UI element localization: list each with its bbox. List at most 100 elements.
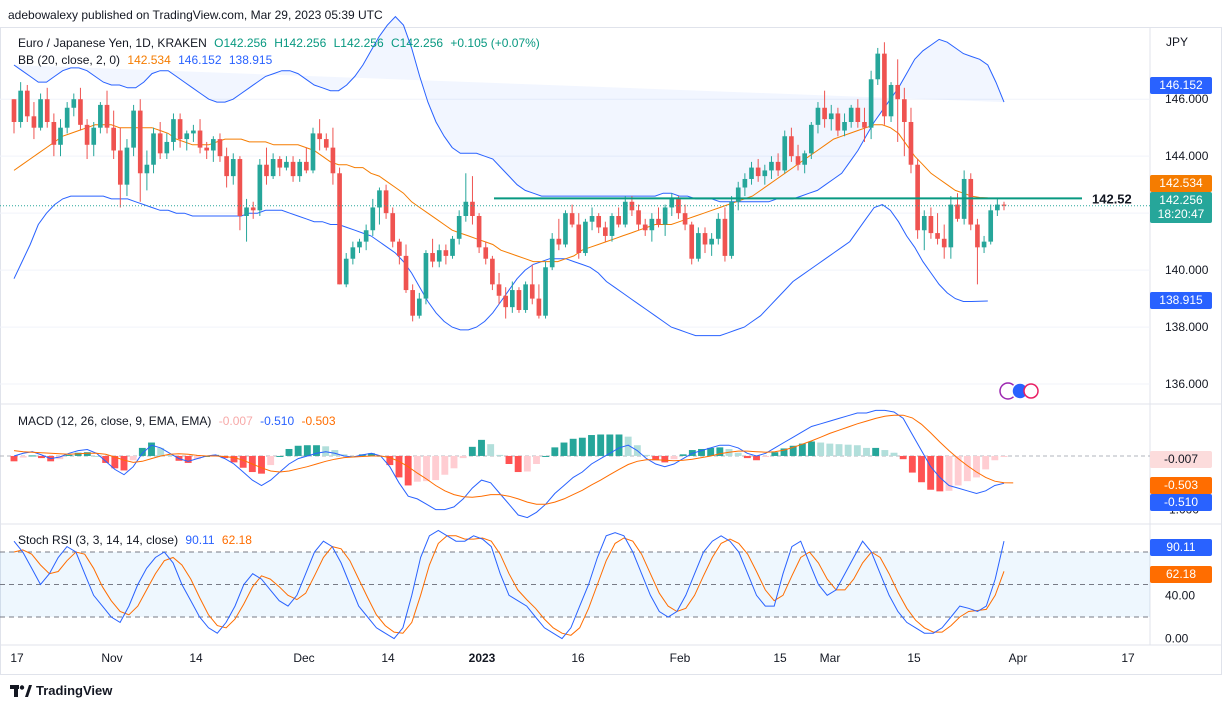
candle-body[interactable] — [975, 224, 980, 248]
candle-body[interactable] — [98, 104, 103, 128]
candle-body[interactable] — [31, 116, 37, 128]
candle-body[interactable] — [470, 201, 475, 216]
candle-body[interactable] — [290, 161, 296, 177]
candle-body[interactable] — [509, 290, 515, 308]
candle-body[interactable] — [782, 136, 788, 171]
macd-histogram-bar[interactable] — [10, 455, 18, 462]
macd-line[interactable] — [13, 409, 1005, 519]
macd-histogram-bar[interactable] — [386, 455, 394, 466]
candle-body[interactable] — [948, 204, 954, 248]
candle-body[interactable] — [715, 218, 721, 239]
macd-histogram-bar[interactable] — [450, 455, 458, 469]
candle-body[interactable] — [304, 161, 309, 171]
macd-histogram-bar[interactable] — [743, 455, 751, 459]
candle-body[interactable] — [157, 133, 163, 154]
macd-histogram-bar[interactable] — [157, 447, 165, 456]
candle-body[interactable] — [583, 221, 588, 254]
macd-histogram-bar[interactable] — [1000, 455, 1008, 457]
bb-label[interactable]: BB (20, close, 2, 0) — [18, 53, 121, 67]
candle-body[interactable] — [895, 84, 901, 100]
candle-body[interactable] — [921, 216, 927, 231]
macd-histogram-bar[interactable] — [285, 448, 293, 456]
candle-body[interactable] — [91, 127, 97, 145]
candle-body[interactable] — [795, 156, 801, 165]
symbol-label[interactable]: Euro / Japanese Yen, 1D, KRAKEN — [18, 36, 207, 50]
macd-histogram-bar[interactable] — [423, 455, 430, 482]
candle-body[interactable] — [696, 233, 701, 259]
candle-body[interactable] — [343, 258, 349, 285]
macd-histogram-bar[interactable] — [193, 455, 201, 460]
macd-histogram-bar[interactable] — [138, 447, 146, 456]
candle-body[interactable] — [204, 147, 210, 151]
candle-body[interactable] — [935, 233, 940, 239]
candle-body[interactable] — [18, 90, 23, 122]
macd-histogram-bar[interactable] — [184, 455, 192, 463]
candle-body[interactable] — [403, 255, 409, 291]
candle-body[interactable] — [629, 201, 635, 211]
macd-histogram-bar[interactable] — [771, 452, 779, 456]
candle-body[interactable] — [58, 127, 63, 145]
candle-body[interactable] — [284, 161, 289, 168]
macd-histogram-bar[interactable] — [432, 455, 440, 481]
stoch-label[interactable]: Stoch RSI (3, 3, 14, 14, close) — [18, 533, 179, 547]
bb-upper-line[interactable] — [13, 15, 1005, 203]
macd-histogram-bar[interactable] — [963, 455, 971, 482]
candle-body[interactable] — [24, 90, 30, 117]
candle-body[interactable] — [589, 216, 595, 222]
candle-body[interactable] — [609, 216, 615, 236]
macd-histogram-bar[interactable] — [863, 447, 870, 456]
candle-body[interactable] — [310, 133, 316, 171]
candle-body[interactable] — [855, 107, 861, 122]
candle-body[interactable] — [124, 147, 130, 185]
macd-histogram-bar[interactable] — [881, 450, 889, 456]
candle-body[interactable] — [224, 156, 229, 177]
macd-histogram-bar[interactable] — [872, 447, 880, 456]
candle-body[interactable] — [430, 253, 435, 262]
macd-histogram-bar[interactable] — [505, 455, 513, 464]
candle-body[interactable] — [230, 159, 236, 177]
candle-body[interactable] — [808, 124, 814, 154]
candle-body[interactable] — [928, 216, 934, 234]
macd-histogram-bar[interactable] — [395, 455, 403, 478]
candle-body[interactable] — [995, 204, 1000, 211]
candle-body[interactable] — [323, 139, 329, 148]
candle-body[interactable] — [71, 99, 77, 108]
macd-histogram-bar[interactable] — [936, 455, 944, 492]
macd-histogram-bar[interactable] — [496, 454, 504, 456]
macd-histogram-bar[interactable] — [890, 452, 898, 456]
candle-body[interactable] — [755, 167, 761, 177]
macd-histogram-bar[interactable] — [239, 455, 247, 468]
bb-lower-line[interactable] — [13, 195, 988, 337]
macd-histogram-bar[interactable] — [258, 455, 265, 474]
macd-histogram-bar[interactable] — [716, 447, 724, 456]
macd-histogram-bar[interactable] — [83, 452, 91, 456]
candle-body[interactable] — [576, 224, 582, 254]
candle-body[interactable] — [729, 201, 734, 256]
candle-body[interactable] — [191, 130, 196, 134]
macd-histogram-bar[interactable] — [303, 445, 311, 456]
macd-histogram-bar[interactable] — [148, 442, 155, 456]
macd-histogram-bar[interactable] — [973, 455, 980, 478]
candle-body[interactable] — [762, 170, 768, 177]
candle-body[interactable] — [111, 127, 116, 151]
candle-body[interactable] — [802, 153, 807, 165]
macd-histogram-bar[interactable] — [817, 442, 825, 456]
macd-histogram-bar[interactable] — [652, 455, 660, 461]
candle-body[interactable] — [383, 190, 389, 214]
macd-histogram-bar[interactable] — [569, 438, 577, 456]
candle-body[interactable] — [981, 241, 987, 248]
candle-body[interactable] — [164, 141, 170, 154]
macd-histogram-bar[interactable] — [835, 444, 843, 456]
candle-body[interactable] — [603, 227, 608, 236]
candle-body[interactable] — [11, 99, 17, 122]
candle-body[interactable] — [835, 113, 841, 131]
macd-histogram-bar[interactable] — [313, 445, 320, 456]
macd-histogram-bar[interactable] — [679, 454, 687, 456]
candle-body[interactable] — [377, 190, 382, 208]
candle-body[interactable] — [337, 173, 342, 285]
macd-histogram-bar[interactable] — [523, 455, 531, 472]
macd-histogram-bar[interactable] — [698, 448, 705, 456]
macd-histogram-bar[interactable] — [624, 436, 632, 456]
macd-histogram-bar[interactable] — [74, 452, 82, 456]
candle-body[interactable] — [503, 295, 509, 308]
